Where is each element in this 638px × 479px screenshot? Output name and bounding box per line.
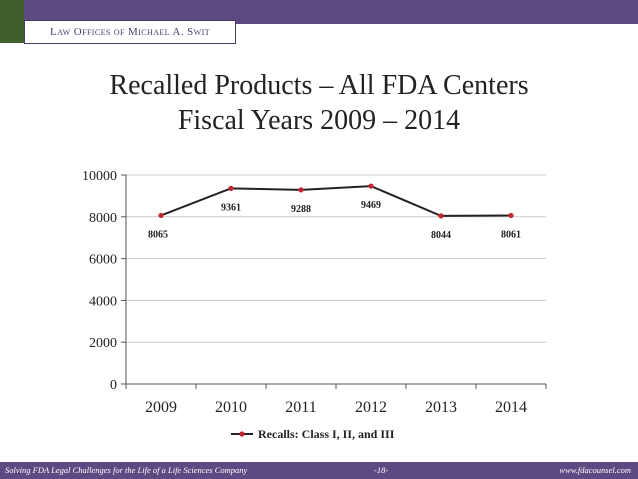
x-tick-label: 2014 [495,399,527,416]
data-point [438,213,444,219]
footer-tagline: Solving FDA Legal Challenges for the Lif… [5,465,248,475]
x-tick-label: 2012 [355,399,387,416]
data-point [508,212,514,219]
data-point [228,185,234,191]
y-tick-label: 4000 [89,294,117,309]
data-point [158,212,164,219]
y-tick-label: 6000 [89,253,117,268]
data-point [368,183,374,189]
data-label: 8061 [501,230,521,241]
y-tick-label: 8000 [89,211,117,226]
data-label: 9361 [221,202,241,213]
firm-name-box: Law Offices of Michael A. Swit [24,20,236,44]
y-tick-label: 2000 [89,336,117,351]
data-label: 9469 [361,200,381,211]
page-number: -18- [374,465,389,475]
x-tick-label: 2011 [285,399,316,416]
x-tick-label: 2009 [145,399,177,416]
y-tick-label: 10000 [82,169,117,184]
data-label: 8065 [148,229,168,240]
title-line-1: Recalled Products – All FDA Centers [109,70,529,101]
legend-label: Recalls: Class I, II, and III [258,427,395,441]
title-line-2: Fiscal Years 2009 – 2014 [177,105,461,136]
legend-marker [239,431,245,437]
accent-bar [0,0,24,43]
slide-title: Recalled Products – All FDA Centers Fisc… [0,68,638,138]
footer-bar: Solving FDA Legal Challenges for the Lif… [0,462,638,479]
data-point [298,187,304,193]
x-tick-label: 2010 [215,399,247,416]
data-label: 8044 [431,230,451,241]
x-tick-label: 2013 [425,399,457,416]
footer-url: www.fdacounsel.com [559,465,631,475]
y-tick-label: 0 [110,378,117,393]
data-label: 9288 [291,204,311,215]
firm-name: Law Offices of Michael A. Swit [50,26,210,38]
series-line [160,185,512,217]
